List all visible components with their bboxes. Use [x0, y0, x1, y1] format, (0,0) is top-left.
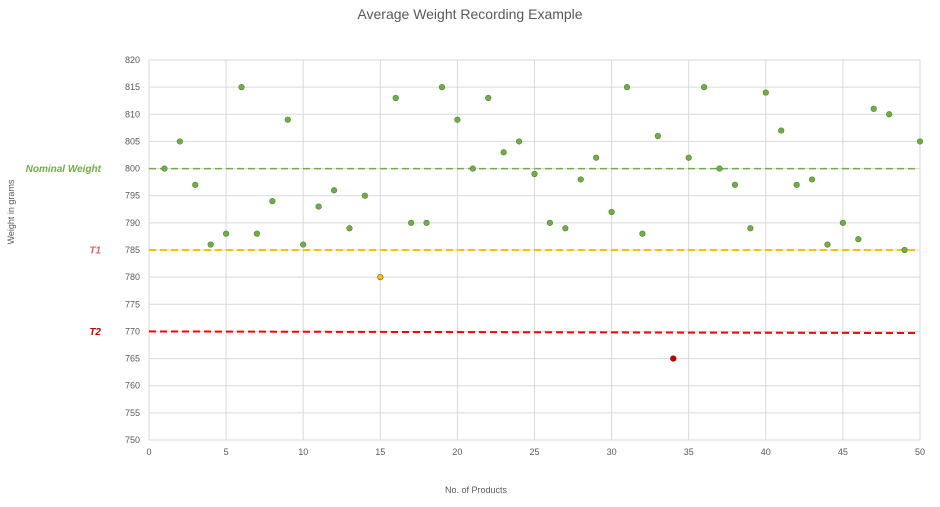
x-tick-label: 10	[298, 447, 308, 457]
data-point	[716, 165, 723, 172]
data-point	[161, 165, 168, 172]
data-point	[469, 165, 476, 172]
y-tick-label: 820	[125, 55, 140, 65]
y-tick-label: 775	[125, 299, 140, 309]
data-point	[608, 208, 615, 216]
x-tick-label: 20	[452, 447, 462, 457]
x-tick-label: 40	[761, 447, 771, 457]
data-point	[192, 181, 199, 188]
axis-tick-labels: 750 755 760 765 770 775 780 785 790 795 800 805 810 8…	[125, 55, 925, 457]
reference-label-t1: T1	[89, 246, 101, 257]
y-tick-label: 815	[125, 82, 140, 92]
data-point	[762, 89, 769, 96]
data-point	[284, 116, 291, 123]
data-point	[300, 241, 307, 248]
data-point	[408, 219, 415, 226]
y-tick-label: 755	[125, 408, 140, 418]
data-point	[438, 84, 446, 91]
data-point	[562, 225, 569, 232]
reference-lines: Nominal Weight T1 T2	[26, 164, 918, 338]
x-tick-label: 50	[915, 447, 925, 457]
data-point	[577, 176, 584, 183]
y-tick-label: 760	[125, 381, 140, 391]
x-axis-title: No. of Products	[445, 485, 508, 495]
data-point-below-t2	[670, 355, 677, 362]
data-point	[315, 203, 322, 210]
x-tick-label: 35	[684, 447, 694, 457]
data-point	[531, 170, 538, 178]
data-point	[593, 154, 600, 161]
x-tick-label: 25	[529, 447, 539, 457]
data-point	[747, 225, 754, 232]
data-point	[392, 94, 399, 102]
data-point	[855, 236, 862, 243]
data-points	[161, 84, 924, 362]
reference-label-t2: T2	[89, 327, 101, 338]
x-tick-label: 45	[838, 447, 848, 457]
data-point	[253, 230, 261, 237]
data-point	[731, 181, 739, 188]
data-point	[238, 84, 245, 91]
data-point	[901, 246, 908, 254]
data-point	[916, 138, 924, 145]
y-tick-label: 790	[125, 218, 140, 228]
data-point	[223, 230, 230, 237]
data-point	[623, 84, 631, 91]
data-point	[701, 84, 708, 91]
y-tick-label: 810	[125, 109, 140, 119]
x-tick-label: 5	[224, 447, 229, 457]
reference-label-nominal-weight: Nominal Weight	[26, 164, 102, 175]
y-tick-label: 805	[125, 136, 140, 146]
y-tick-label: 795	[125, 191, 140, 201]
data-point	[500, 149, 507, 156]
data-point	[639, 230, 646, 237]
data-point	[454, 116, 461, 123]
data-point	[269, 198, 276, 205]
x-tick-label: 30	[607, 447, 617, 457]
data-point	[485, 94, 492, 102]
data-point	[546, 219, 554, 226]
data-point	[515, 138, 523, 145]
y-tick-label: 785	[125, 245, 140, 255]
data-point-below-t1	[377, 274, 384, 281]
data-point	[176, 138, 183, 145]
data-point	[361, 192, 368, 199]
reference-line-t2	[148, 330, 918, 335]
y-tick-label: 780	[125, 272, 140, 282]
data-point	[207, 241, 214, 248]
y-tick-label: 765	[125, 354, 140, 364]
data-point	[423, 219, 430, 226]
y-tick-label: 770	[125, 326, 140, 336]
x-tick-label: 15	[375, 447, 385, 457]
data-point	[330, 187, 338, 194]
data-point	[778, 127, 785, 134]
data-point	[870, 105, 877, 112]
x-tick-label: 0	[146, 447, 151, 457]
data-point	[824, 241, 831, 248]
data-point	[808, 176, 816, 183]
y-tick-label: 800	[125, 164, 140, 174]
data-point	[793, 181, 800, 188]
data-point	[839, 219, 847, 226]
y-axis-title: Weight in grams	[6, 179, 16, 244]
data-point	[685, 154, 692, 161]
data-point	[654, 132, 661, 140]
y-tick-label: 750	[125, 435, 140, 445]
chart-title: Average Weight Recording Example	[357, 6, 582, 22]
data-point	[886, 111, 893, 118]
data-point	[346, 225, 353, 232]
